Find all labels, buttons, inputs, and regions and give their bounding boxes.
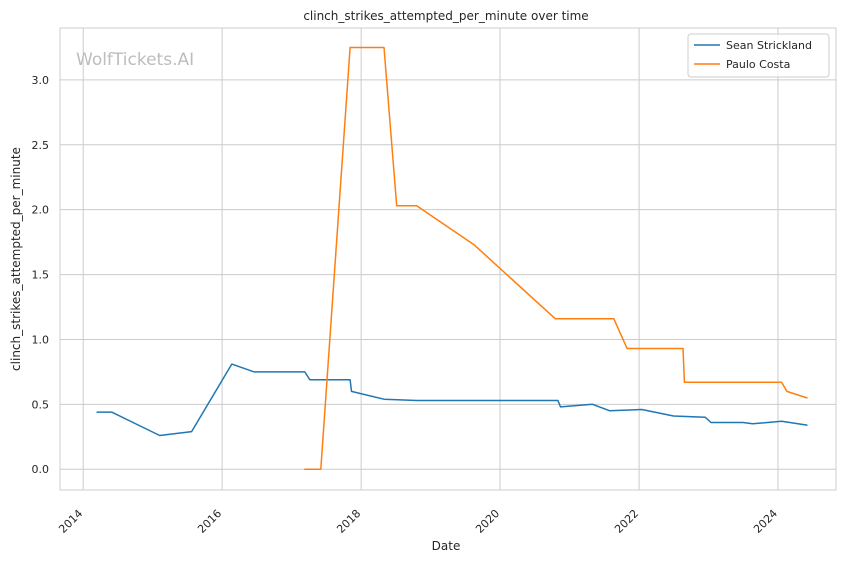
legend-label: Paulo Costa — [726, 58, 790, 71]
y-tick-label: 0.5 — [32, 398, 50, 411]
y-tick-label: 1.5 — [32, 269, 50, 282]
chart-title: clinch_strikes_attempted_per_minute over… — [303, 9, 588, 23]
y-tick-label: 2.0 — [32, 204, 50, 217]
y-tick-label: 1.0 — [32, 333, 50, 346]
legend-box — [687, 33, 830, 78]
legend: Sean Strickland Paulo Costa — [687, 33, 830, 78]
gridlines — [60, 28, 836, 490]
series-lines — [96, 46, 808, 470]
legend-label: Sean Strickland — [726, 39, 812, 52]
series-line-paulo-costa — [304, 46, 808, 470]
y-tick-label: 2.5 — [32, 139, 50, 152]
watermark: WolfTickets.AI — [76, 50, 194, 70]
y-axis-title: clinch_strikes_attempted_per_minute — [9, 147, 23, 371]
y-tick-label: 0.0 — [32, 463, 50, 476]
series-line-sean-strickland — [96, 363, 808, 437]
plot-background — [60, 28, 836, 490]
plot-area: WolfTickets.AI Sean Strickland Paulo Cost… — [59, 27, 837, 491]
plot-border — [59, 27, 837, 491]
y-tick-label: 3.0 — [32, 74, 50, 87]
x-axis-title: Date — [432, 539, 461, 553]
y-tick-labels: 0.0 0.5 1.0 1.5 2.0 2.5 3.0 — [32, 74, 50, 476]
